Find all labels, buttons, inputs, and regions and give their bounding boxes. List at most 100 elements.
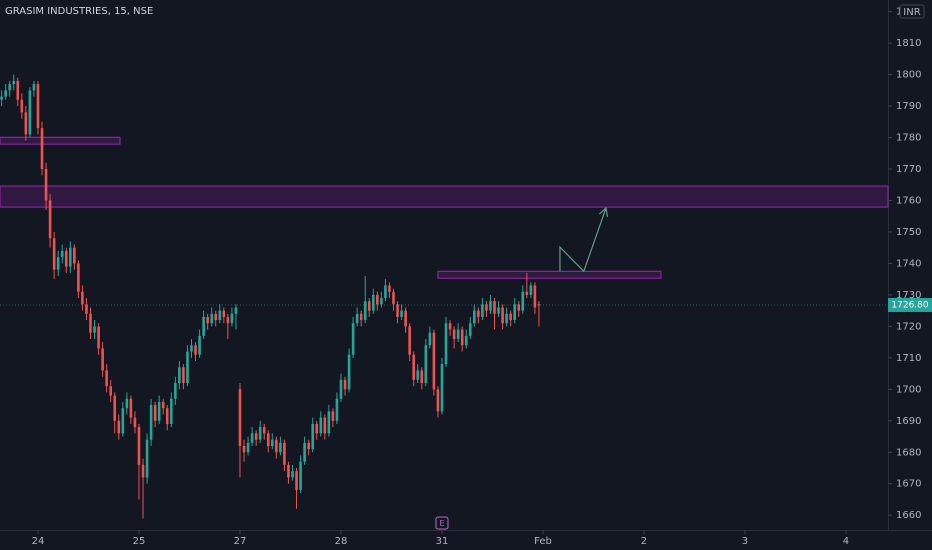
candle-body xyxy=(493,301,496,314)
candle-body xyxy=(396,304,399,317)
candle-body xyxy=(149,405,153,440)
candle-body xyxy=(376,294,379,305)
candle-body xyxy=(60,250,64,258)
candle-body xyxy=(464,335,468,346)
y-tick-label: 1670 xyxy=(896,479,921,490)
candle-body xyxy=(521,291,525,311)
candle-body xyxy=(113,395,117,421)
candle-body xyxy=(250,433,254,443)
candle-body xyxy=(194,345,197,355)
candle-body xyxy=(266,433,270,446)
y-tick-label: 1690 xyxy=(896,416,921,427)
candle-body xyxy=(157,401,161,421)
x-tick-label: 2 xyxy=(641,536,647,547)
event-marker-label: E xyxy=(439,519,444,528)
candle-body xyxy=(347,354,351,390)
candle-body xyxy=(489,301,492,311)
candle-body xyxy=(497,307,500,314)
candle-body xyxy=(509,313,512,321)
candle-body xyxy=(186,351,189,384)
y-tick-label: 1700 xyxy=(896,384,921,395)
candle-body xyxy=(307,442,310,450)
y-tick-label: 1810 xyxy=(896,38,921,49)
candle-body xyxy=(339,379,343,399)
arrow-head xyxy=(598,206,609,218)
x-tick-label: 4 xyxy=(843,536,849,547)
candle-body xyxy=(380,298,383,305)
candle-body xyxy=(226,316,230,324)
candle-body xyxy=(68,247,72,267)
candle-body xyxy=(513,304,517,321)
x-tick-label: 28 xyxy=(335,536,348,547)
candle-body xyxy=(477,310,480,317)
last-price-label: 1726.80 xyxy=(891,300,928,310)
currency-label: INR xyxy=(903,7,920,18)
candle-body xyxy=(319,417,323,434)
x-tick-label: 24 xyxy=(32,536,45,547)
candle-body xyxy=(456,329,460,339)
last-price-box xyxy=(888,297,932,312)
candle-body xyxy=(537,304,541,306)
candle-body xyxy=(16,80,20,100)
x-tick-label: Feb xyxy=(534,536,552,547)
candle-body xyxy=(222,310,226,317)
candle-body xyxy=(258,427,262,440)
candle-body xyxy=(460,329,464,346)
candle-body xyxy=(400,310,403,317)
y-tick-label: 1790 xyxy=(896,101,921,112)
currency-badge xyxy=(899,4,925,19)
candle-body xyxy=(529,285,533,295)
candle-body xyxy=(485,304,488,311)
candle-body xyxy=(254,433,258,440)
candle-body xyxy=(36,84,40,129)
candle-body xyxy=(238,389,242,446)
candle-body xyxy=(8,84,11,91)
candle-body xyxy=(517,304,521,311)
candle-body xyxy=(77,263,80,292)
zone xyxy=(437,270,662,279)
chart-title: GRASIM INDUSTRIES, 15, NSE xyxy=(5,6,153,17)
candle-body xyxy=(161,401,165,409)
candle-body xyxy=(12,80,16,85)
candle-body xyxy=(242,445,246,453)
candle-body xyxy=(262,427,266,434)
event-marker xyxy=(435,516,449,530)
candle-body xyxy=(436,389,440,412)
candle-body xyxy=(218,310,222,321)
candle-body xyxy=(101,348,104,371)
candle-body xyxy=(44,169,48,201)
candle-body xyxy=(4,90,7,97)
candle-body xyxy=(109,386,112,396)
candle-body xyxy=(408,326,411,355)
candle-body xyxy=(169,398,173,424)
candle-body xyxy=(210,313,213,324)
candle-body xyxy=(452,329,456,339)
candle-body xyxy=(440,364,444,412)
candle-body xyxy=(121,408,125,434)
candle-body xyxy=(388,285,391,292)
plot-area xyxy=(0,74,889,519)
y-tick-label: 1740 xyxy=(896,258,921,269)
candle-body xyxy=(355,313,359,324)
y-tick-label: 1710 xyxy=(896,353,921,364)
candle-body xyxy=(392,291,395,305)
candle-body xyxy=(234,307,238,314)
candle-body xyxy=(56,257,60,270)
candle-body xyxy=(133,417,137,428)
zone xyxy=(0,136,121,145)
candle-body xyxy=(279,442,282,453)
candle-body xyxy=(270,439,274,446)
candle-body xyxy=(533,285,537,308)
candle-body xyxy=(93,326,96,333)
candle-body xyxy=(85,304,88,314)
candle-body xyxy=(335,398,339,421)
candle-body xyxy=(129,398,133,418)
candle-body xyxy=(448,323,452,330)
y-tick-label: 1750 xyxy=(896,227,921,238)
candle-body xyxy=(117,420,121,434)
x-tick-label: 3 xyxy=(742,536,748,547)
candle-body xyxy=(153,405,157,421)
candle-body xyxy=(384,285,387,299)
